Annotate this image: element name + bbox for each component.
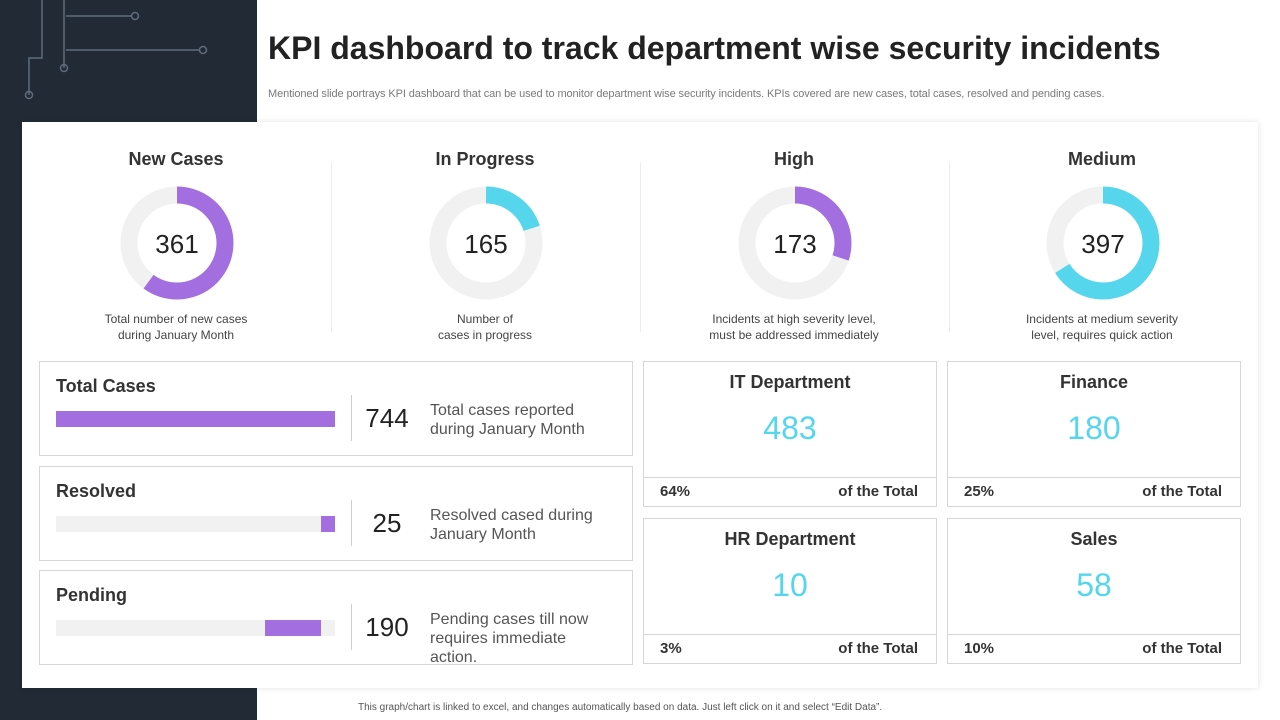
dashboard-card: New Cases 361 Total number of new cases … (22, 122, 1258, 688)
kpi-description-line-2: level, requires quick action (1031, 328, 1173, 342)
kpi-in-progress[interactable]: In Progress 165 Number of cases in progr… (331, 122, 639, 352)
kpi-value: 173 (773, 229, 816, 259)
dept-title: IT Department (729, 372, 851, 392)
column-divider (640, 162, 641, 332)
bar-fill (56, 411, 335, 427)
dept-value: 483 (763, 410, 817, 446)
footer-note: This graph/chart is linked to excel, and… (358, 702, 883, 713)
donut-chart: 173 (738, 186, 852, 300)
dept-hr-box[interactable]: HR Department 10 3% of the Total (643, 518, 937, 664)
kpi-title: Medium (1067, 149, 1136, 169)
kpi-description: Total number of new cases during January… (66, 311, 286, 343)
dept-percent: 64% (660, 483, 691, 500)
kpi-title: In Progress (435, 149, 535, 169)
dept-title: HR Department (724, 529, 856, 549)
dept-value: 10 (772, 567, 808, 603)
divider-tick (351, 604, 352, 650)
donut-chart: 361 (120, 186, 234, 300)
box-title: Total Cases (56, 376, 156, 396)
divider-tick (351, 395, 352, 441)
page-subtitle: Mentioned slide portrays KPI dashboard t… (268, 88, 1105, 100)
divider-tick (351, 500, 352, 546)
kpi-title: New Cases (128, 149, 224, 169)
kpi-value: 165 (464, 229, 507, 259)
kpi-description-line-2: cases in progress (437, 328, 533, 342)
box-description: Pending cases till now requires immediat… (430, 611, 589, 666)
bar-fill (321, 516, 335, 532)
page-title: KPI dashboard to track department wise s… (268, 30, 1161, 66)
kpi-description: Incidents at high severity level, must b… (684, 311, 904, 343)
dept-percent: 10% (964, 640, 995, 657)
donut-chart: 165 (429, 186, 543, 300)
total-cases-box[interactable]: Total Cases 744 Total cases reported dur… (39, 361, 633, 456)
kpi-new-cases[interactable]: New Cases 361 Total number of new cases … (22, 122, 330, 352)
bar-track (56, 516, 335, 532)
pending-box[interactable]: Pending 190 Pending cases till now requi… (39, 570, 633, 666)
divider (644, 477, 936, 478)
dept-title: Finance (1059, 372, 1129, 392)
kpi-description-line-1: Number of (456, 312, 514, 326)
divider (948, 634, 1240, 635)
kpi-description-line-2: during January Month (117, 328, 235, 342)
donut-progress (120, 186, 234, 300)
kpi-value: 361 (155, 229, 198, 259)
resolved-box[interactable]: Resolved 25 Resolved cased during Januar… (39, 466, 633, 561)
resolved-value: 25 (372, 508, 402, 538)
kpi-title: High (774, 149, 814, 169)
dept-of-total-label: of the Total (838, 640, 918, 657)
bar-track (56, 411, 335, 427)
dept-value: 58 (1076, 567, 1112, 603)
kpi-value: 397 (1081, 229, 1124, 259)
dept-of-total-label: of the Total (838, 483, 918, 500)
donut-progress (429, 186, 543, 300)
divider (644, 634, 936, 635)
column-divider (331, 162, 332, 332)
kpi-description: Number of cases in progress (375, 311, 595, 343)
kpi-medium[interactable]: Medium 397 Incidents at medium severity … (948, 122, 1256, 352)
donut-chart: 397 (1046, 186, 1160, 300)
circuit-lines-icon (24, 0, 208, 100)
divider (948, 477, 1240, 478)
pending-value: 190 (365, 612, 409, 642)
bar-track (56, 620, 335, 636)
bar-fill (265, 620, 322, 636)
dept-value: 180 (1067, 410, 1121, 446)
column-divider (949, 162, 950, 332)
kpi-description-line-1: Incidents at medium severity (1025, 312, 1179, 326)
dept-percent: 3% (660, 640, 682, 657)
dept-it-box[interactable]: IT Department 483 64% of the Total (643, 361, 937, 507)
box-description: Resolved cased during January Month (430, 507, 593, 543)
total-value: 744 (365, 403, 409, 433)
box-title: Resolved (56, 481, 137, 501)
kpi-high[interactable]: High 173 Incidents at high severity leve… (640, 122, 948, 352)
kpi-description-line-1: Incidents at high severity level, (712, 312, 876, 326)
dept-sales-box[interactable]: Sales 58 10% of the Total (947, 518, 1241, 664)
dept-of-total-label: of the Total (1142, 483, 1222, 500)
kpi-description: Incidents at medium severity level, requ… (992, 311, 1212, 343)
donut-progress (738, 186, 852, 300)
kpi-description-line-2: must be addressed immediately (709, 328, 879, 342)
kpi-description-line-1: Total number of new cases (104, 312, 248, 326)
donut-progress (1046, 186, 1160, 300)
box-description: Total cases reported during January Mont… (430, 402, 585, 438)
dept-title: Sales (1070, 529, 1118, 549)
dept-finance-box[interactable]: Finance 180 25% of the Total (947, 361, 1241, 507)
dept-of-total-label: of the Total (1142, 640, 1222, 657)
dept-percent: 25% (964, 483, 995, 500)
box-title: Pending (56, 585, 127, 605)
